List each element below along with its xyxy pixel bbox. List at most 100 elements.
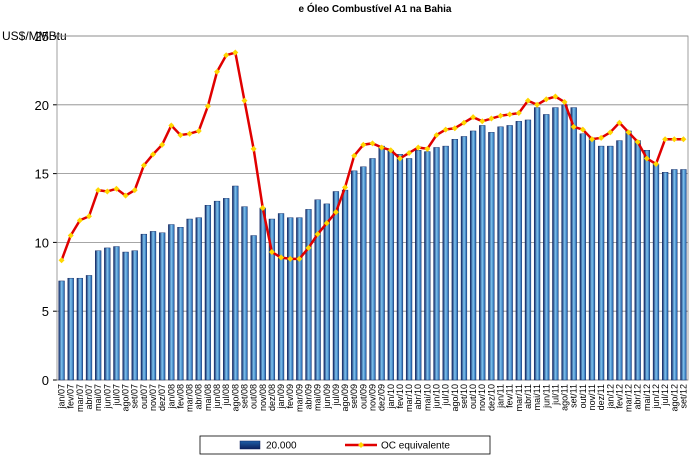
x-tick-label: jul/09 [331,384,341,407]
x-tick-label: mai/10 [422,384,432,411]
bar [662,172,669,381]
marker [506,111,513,118]
bar [488,132,495,381]
bar [588,137,596,381]
marker [113,185,120,192]
x-tick-label: nov/11 [587,384,597,410]
chart-title: e Óleo Combustível A1 na Bahia [298,2,451,15]
bar [204,205,212,381]
x-tick-label: set/09 [349,384,359,409]
marker [58,257,65,264]
marker [488,115,495,122]
x-tick-label: dez/09 [377,384,387,411]
x-tick-label: dez/10 [486,384,496,411]
marker [241,97,248,104]
legend-marker [358,442,364,448]
x-tick-label: out/07 [139,384,149,409]
marker [259,205,266,211]
marker [634,138,641,145]
x-tick-label: mai/07 [93,384,103,411]
bar [95,250,102,381]
bar [85,275,93,381]
marker [195,127,202,134]
x-tick-label: mar/08 [185,384,195,412]
marker [396,155,403,162]
bar [159,232,166,381]
y-tick-label: 15 [35,167,49,182]
y-tick-label: 0 [42,373,49,388]
marker [552,93,559,100]
marker [296,255,303,262]
bar [195,217,202,381]
marker [369,140,376,147]
marker [387,147,394,154]
marker [588,136,595,143]
x-tick-label: ago/11 [560,384,570,411]
x-tick-label: abr/10 [413,384,423,410]
bar [479,125,486,381]
x-tick-label: mar/12 [624,384,634,412]
bar [570,107,577,381]
bar [451,138,458,381]
marker [598,134,605,141]
bar [424,151,431,381]
bar [378,145,385,381]
marker [671,136,678,143]
bar [122,251,129,381]
marker [122,192,129,199]
bar [268,218,276,381]
x-tick-label: jan/08 [166,384,176,410]
bar [506,125,513,381]
bar [442,145,449,381]
bar [597,145,605,381]
x-tick-label: jul/07 [111,384,121,407]
marker [451,125,458,132]
x-tick-label: jul/10 [441,384,451,407]
marker [652,160,659,167]
x-tick-label: abr/07 [84,384,94,410]
bar [296,217,303,381]
bar [140,233,148,381]
x-tick-label: dez/07 [157,384,167,411]
marker [204,103,211,110]
x-tick-label: mar/07 [75,384,85,412]
x-tick-label: out/11 [578,384,588,408]
bar [232,185,239,381]
marker [625,129,632,136]
marker [351,152,358,159]
x-tick-label: ago/08 [230,384,240,412]
bar [241,206,248,381]
x-tick-label: jan/12 [605,384,615,410]
x-tick-label: jan/10 [386,384,396,410]
marker [67,232,74,239]
x-tick-label: fev/07 [66,384,76,409]
marker [76,217,83,224]
x-tick-label: nov/10 [477,384,487,411]
x-tick-label: fev/10 [395,384,405,409]
bar [643,150,650,381]
x-tick-label: out/09 [358,384,368,409]
x-tick-label: mai/08 [203,384,213,411]
y-axis-label: US$/MMBtu [2,29,67,43]
bar [341,189,349,381]
bar [168,224,175,381]
x-tick-label: jun/12 [651,384,661,410]
x-tick-label: dez/11 [596,384,606,410]
marker [616,119,623,126]
marker [177,132,184,139]
marker [268,249,275,256]
marker [497,112,504,119]
bar [104,247,111,381]
bar [433,147,440,381]
x-tick-label: set/10 [459,384,469,409]
x-tick-label: fev/12 [614,384,624,409]
x-tick-label: nov/09 [368,384,378,411]
x-tick-label: mai/09 [313,384,323,411]
x-tick-label: mai/11 [532,384,542,410]
bar [277,213,285,381]
marker [140,162,147,169]
marker [95,187,102,194]
x-tick-label: jul/08 [221,384,231,407]
legend-label: OC equivalente [381,441,450,452]
